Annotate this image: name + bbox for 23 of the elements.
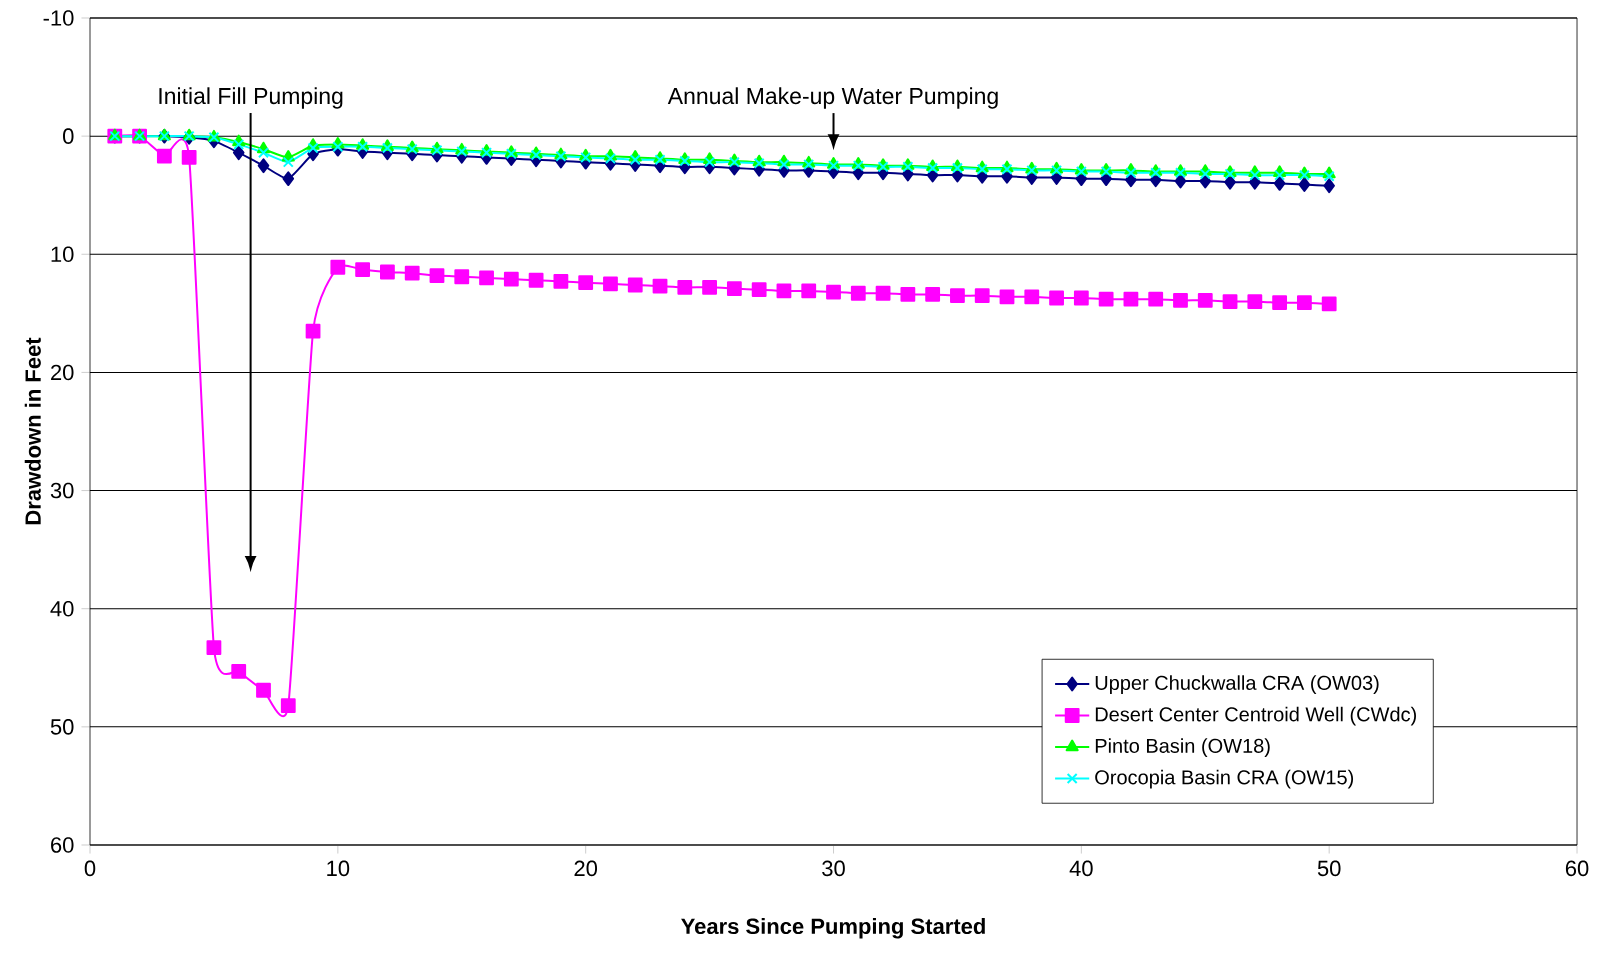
- x-tick-label: 60: [1565, 860, 1589, 877]
- x-tick-label: 30: [822, 860, 845, 877]
- legend-label: Desert Center Centroid Well (CWdc): [1095, 706, 1416, 726]
- annotation: Annual Make-up Water Pumping: [667, 87, 998, 109]
- x-axis-title: Years Since Pumping Started: [681, 917, 985, 939]
- x-tick-label: 0: [84, 860, 96, 877]
- y-tick-label: 20: [51, 364, 74, 381]
- x-tick-label: 20: [574, 860, 598, 877]
- y-tick-label: -10: [43, 10, 74, 26]
- y-axis-title: Drawdown in Feet: [24, 337, 41, 525]
- y-tick-label: 30: [50, 482, 74, 499]
- x-tick-label: 40: [1069, 860, 1093, 877]
- x-tick-label: 10: [327, 860, 350, 877]
- y-tick-label: 40: [50, 600, 74, 617]
- y-tick-label: 60: [51, 837, 74, 853]
- y-tick-label: 0: [63, 128, 74, 144]
- legend-label: Upper Chuckwalla CRA (OW03): [1095, 675, 1379, 694]
- y-tick-label: 10: [51, 246, 74, 263]
- legend-label: Pinto Basin (OW18): [1095, 738, 1270, 757]
- legend-label: Orocopia Basin CRA (OW15): [1095, 769, 1354, 789]
- annotation: Initial Fill Pumping: [159, 87, 343, 109]
- x-tick-label: 50: [1317, 860, 1341, 877]
- y-tick-label: 50: [50, 719, 74, 735]
